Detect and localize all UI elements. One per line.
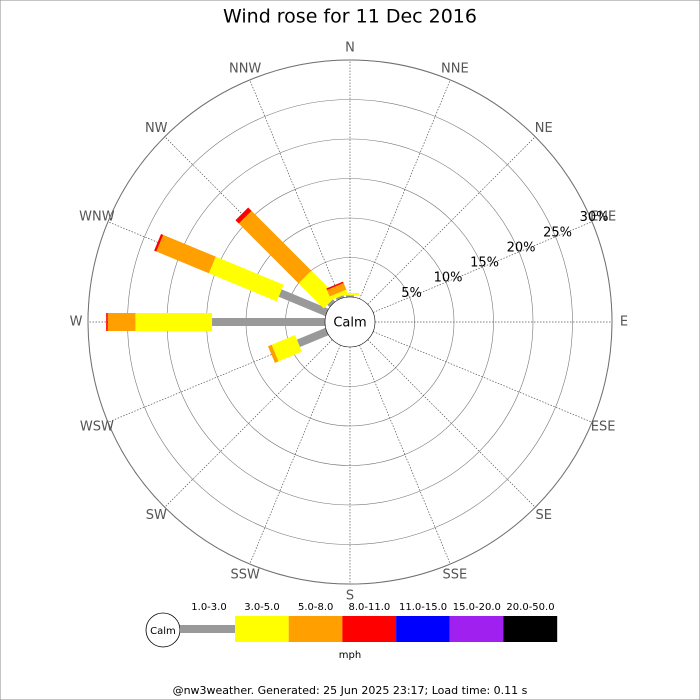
ring-label: 30% [580, 210, 609, 225]
direction-label: WSW [80, 419, 114, 434]
bar-segment [135, 313, 213, 331]
direction-bars [106, 313, 325, 331]
direction-label: NNW [229, 61, 261, 76]
calm-circle [324, 296, 376, 348]
direction-label: N [345, 41, 355, 56]
bar-segment [346, 295, 354, 297]
bar-segment [107, 313, 136, 331]
ring-label: 15% [470, 256, 499, 271]
legend-label: 8.0-11.0 [349, 602, 391, 613]
bar-segment [298, 270, 337, 309]
legend-swatch [288, 616, 343, 642]
direction-label: NNE [441, 61, 469, 76]
direction-label: WNW [79, 210, 115, 225]
direction-bars [267, 327, 329, 363]
legend-swatch [396, 616, 450, 642]
bar-segment [327, 299, 336, 308]
bar-segment [296, 327, 329, 348]
direction-bars [154, 233, 329, 317]
bar-segment [335, 295, 345, 301]
ring-label: 5% [401, 286, 422, 301]
spoke [164, 339, 333, 508]
direction-label: E [620, 315, 628, 330]
bar-segment [235, 207, 252, 224]
grid-ring [87, 59, 613, 585]
legend-label: 15.0-20.0 [453, 602, 501, 613]
bar-segment [238, 210, 312, 284]
direction-label: SSW [230, 568, 260, 583]
bar-segment [106, 313, 108, 331]
legend-label: 3.0-5.0 [244, 602, 279, 613]
spoke [249, 344, 341, 565]
footer: @nw3weather. Generated: 25 Jun 2025 23:1… [173, 684, 528, 697]
legend-label: 5.0-8.0 [298, 602, 333, 613]
spoke [367, 136, 536, 305]
calm-label: Calm [333, 316, 366, 331]
direction-label: SSE [442, 568, 467, 583]
ring-label: 10% [434, 271, 463, 286]
bar-segment [278, 289, 329, 317]
bar-segment [271, 335, 302, 362]
spoke [372, 221, 593, 313]
bar-segment [156, 234, 216, 274]
spoke [359, 344, 451, 565]
chart-title: Wind rose for 11 Dec 2016 [223, 6, 477, 28]
legend-calm-label: Calm [150, 626, 176, 637]
spoke [372, 331, 593, 423]
legend-unit: mph [339, 650, 361, 661]
bar-segment [154, 233, 164, 252]
bar-segment [208, 256, 284, 302]
legend-swatch [342, 616, 397, 642]
direction-label: NE [535, 121, 553, 136]
spoke [367, 339, 536, 508]
direction-label: NW [145, 121, 168, 136]
direction-label: ENE [590, 210, 616, 225]
direction-label: S [346, 589, 354, 604]
bar-segment [212, 318, 325, 326]
bar-segment [326, 281, 344, 290]
spoke [249, 79, 341, 300]
direction-label: SW [146, 508, 167, 523]
bar-segment [329, 289, 348, 301]
direction-bars [326, 281, 348, 301]
spoke [359, 79, 451, 300]
legend-swatch [449, 616, 504, 642]
legend-swatch [180, 625, 235, 633]
direction-bars [235, 207, 337, 309]
legend-label: 20.0-50.0 [506, 602, 554, 613]
direction-label: SE [536, 508, 552, 523]
legend-label: 11.0-15.0 [399, 602, 447, 613]
direction-label: W [70, 315, 83, 330]
legend-swatch [503, 616, 558, 642]
bar-segment [326, 283, 347, 297]
legend-swatch [235, 616, 289, 642]
ring-label: 25% [543, 225, 572, 240]
legend-label: 1.0-3.0 [191, 602, 226, 613]
ring-label: 20% [507, 240, 536, 255]
direction-label: ESE [591, 419, 616, 434]
bar-segment [267, 344, 279, 363]
